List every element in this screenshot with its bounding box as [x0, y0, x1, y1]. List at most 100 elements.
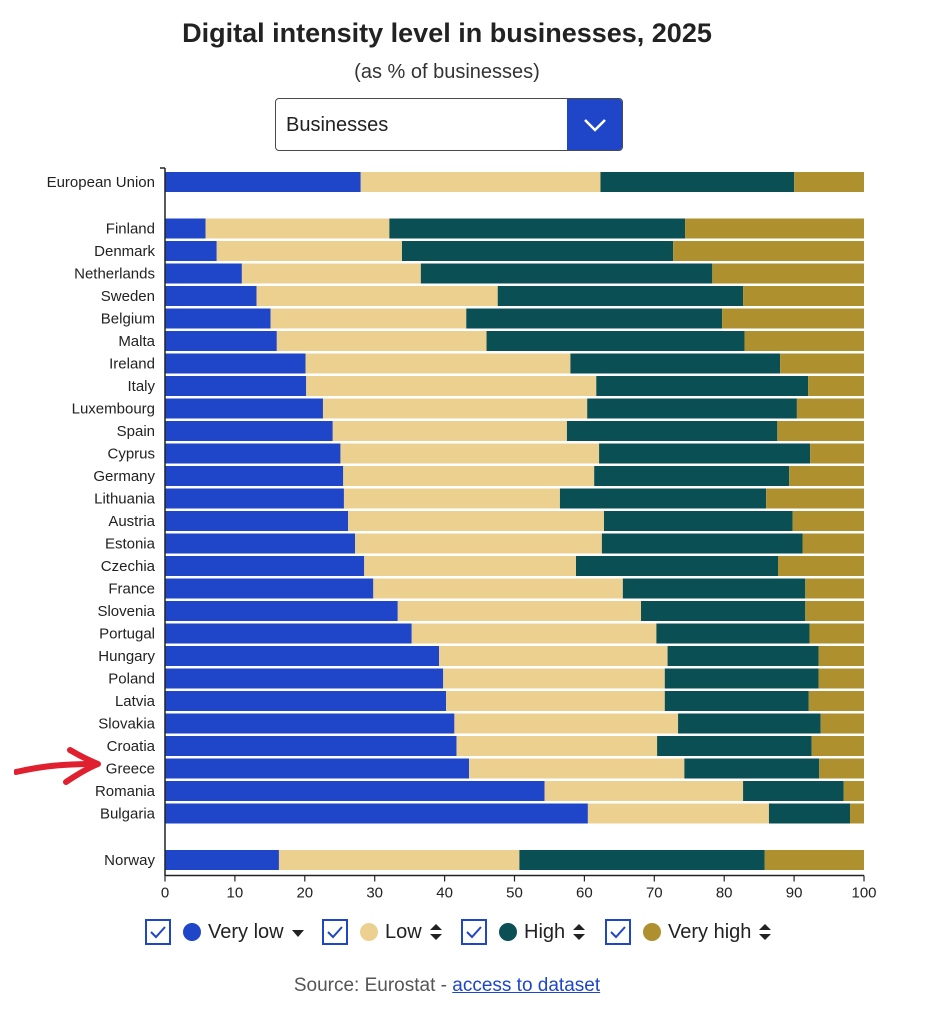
bar-segment-ireland-very-high[interactable]: [780, 353, 864, 374]
bar-segment-ireland-very-low[interactable]: [165, 353, 306, 374]
bar-segment-finland-very-low[interactable]: [165, 218, 206, 239]
bar-segment-slovenia-very-high[interactable]: [805, 601, 864, 621]
bar-segment-norway-low[interactable]: [278, 850, 520, 870]
bar-segment-italy-low[interactable]: [306, 376, 597, 396]
bar-segment-luxembourg-high[interactable]: [587, 398, 797, 419]
bar-segment-bulgaria-high[interactable]: [768, 803, 851, 824]
sort-icon[interactable]: [429, 922, 443, 942]
bar-segment-austria-very-high[interactable]: [792, 511, 864, 531]
bar-segment-poland-high[interactable]: [664, 668, 819, 689]
bar-segment-slovenia-high[interactable]: [641, 601, 806, 621]
bar-segment-austria-very-low[interactable]: [165, 511, 349, 531]
bar-segment-bulgaria-very-high[interactable]: [850, 803, 864, 824]
bar-segment-portugal-very-high[interactable]: [809, 623, 864, 644]
bar-segment-estonia-very-high[interactable]: [802, 533, 864, 554]
legend-checkbox-very-low[interactable]: [145, 919, 171, 945]
bar-segment-germany-very-low[interactable]: [165, 466, 344, 486]
bar-segment-latvia-high[interactable]: [664, 691, 809, 711]
bar-segment-spain-very-high[interactable]: [777, 421, 864, 441]
bar-segment-latvia-very-low[interactable]: [165, 691, 446, 711]
bar-segment-slovakia-very-high[interactable]: [820, 713, 864, 734]
category-dropdown[interactable]: Businesses: [275, 98, 623, 151]
bar-segment-germany-high[interactable]: [594, 466, 790, 486]
bar-segment-greece-very-low[interactable]: [165, 758, 470, 779]
dataset-link[interactable]: access to dataset: [452, 975, 601, 996]
bar-segment-latvia-low[interactable]: [445, 691, 665, 711]
legend-item-very-high[interactable]: Very high: [605, 916, 772, 948]
bar-segment-european-union-high[interactable]: [600, 172, 795, 192]
legend-checkbox-high[interactable]: [461, 919, 487, 945]
legend-item-very-low[interactable]: Very low: [145, 916, 305, 948]
bar-segment-lithuania-low[interactable]: [343, 488, 560, 509]
sort-icon[interactable]: [758, 922, 772, 942]
bar-segment-portugal-high[interactable]: [656, 623, 810, 644]
bar-segment-portugal-low[interactable]: [411, 623, 657, 644]
bar-segment-luxembourg-low[interactable]: [322, 398, 588, 419]
bar-segment-romania-very-high[interactable]: [843, 781, 864, 801]
bar-segment-austria-low[interactable]: [348, 511, 604, 531]
bar-segment-czechia-very-high[interactable]: [778, 556, 864, 576]
legend-checkbox-very-high[interactable]: [605, 919, 631, 945]
legend-checkbox-low[interactable]: [322, 919, 348, 945]
bar-segment-italy-high[interactable]: [596, 376, 809, 396]
bar-segment-malta-very-high[interactable]: [744, 331, 864, 351]
bar-segment-bulgaria-very-low[interactable]: [165, 803, 588, 824]
bar-segment-latvia-very-high[interactable]: [808, 691, 864, 711]
bar-segment-finland-low[interactable]: [205, 218, 390, 239]
bar-segment-cyprus-very-low[interactable]: [165, 443, 341, 464]
bar-segment-ireland-high[interactable]: [570, 353, 781, 374]
bar-segment-croatia-very-low[interactable]: [165, 736, 457, 756]
bar-segment-netherlands-very-low[interactable]: [165, 263, 242, 284]
bar-segment-greece-very-high[interactable]: [819, 758, 864, 779]
bar-segment-cyprus-high[interactable]: [599, 443, 811, 464]
bar-segment-cyprus-very-high[interactable]: [810, 443, 864, 464]
bar-segment-germany-low[interactable]: [343, 466, 595, 486]
bar-segment-slovakia-very-low[interactable]: [165, 713, 455, 734]
bar-segment-hungary-low[interactable]: [439, 646, 668, 666]
bar-segment-hungary-very-high[interactable]: [818, 646, 864, 666]
bar-segment-poland-very-high[interactable]: [818, 668, 864, 689]
bar-segment-netherlands-low[interactable]: [241, 263, 421, 284]
bar-segment-lithuania-very-high[interactable]: [766, 488, 864, 509]
bar-segment-sweden-low[interactable]: [256, 286, 498, 306]
bar-segment-belgium-high[interactable]: [466, 308, 723, 329]
bar-segment-czechia-low[interactable]: [364, 556, 577, 576]
bar-segment-denmark-low[interactable]: [216, 241, 402, 261]
bar-segment-lithuania-high[interactable]: [559, 488, 767, 509]
bar-segment-ireland-low[interactable]: [305, 353, 571, 374]
legend-label-low[interactable]: Low: [385, 920, 422, 943]
bar-segment-cyprus-low[interactable]: [340, 443, 600, 464]
bar-segment-hungary-very-low[interactable]: [165, 646, 440, 666]
bar-segment-belgium-very-high[interactable]: [722, 308, 864, 329]
bar-segment-italy-very-high[interactable]: [808, 376, 864, 396]
bar-segment-finland-high[interactable]: [389, 218, 686, 239]
bar-segment-greece-low[interactable]: [469, 758, 685, 779]
bar-segment-slovenia-low[interactable]: [397, 601, 642, 621]
bar-segment-luxembourg-very-high[interactable]: [796, 398, 864, 419]
bar-segment-finland-very-high[interactable]: [685, 218, 864, 239]
dropdown-toggle-button[interactable]: [567, 99, 622, 150]
bar-segment-norway-very-low[interactable]: [165, 850, 279, 870]
bar-segment-luxembourg-very-low[interactable]: [165, 398, 323, 419]
bar-segment-slovakia-high[interactable]: [678, 713, 821, 734]
bar-segment-france-very-low[interactable]: [165, 578, 374, 599]
bar-segment-denmark-very-low[interactable]: [165, 241, 217, 261]
bar-segment-romania-low[interactable]: [544, 781, 744, 801]
sort-icon[interactable]: [572, 922, 586, 942]
bar-segment-belgium-low[interactable]: [270, 308, 467, 329]
bar-segment-european-union-low[interactable]: [360, 172, 601, 192]
bar-segment-sweden-very-low[interactable]: [165, 286, 257, 306]
bar-segment-germany-very-high[interactable]: [789, 466, 864, 486]
bar-segment-bulgaria-low[interactable]: [587, 803, 769, 824]
bar-segment-slovenia-very-low[interactable]: [165, 601, 398, 621]
bar-segment-france-low[interactable]: [373, 578, 623, 599]
bar-segment-romania-high[interactable]: [743, 781, 844, 801]
bar-segment-slovakia-low[interactable]: [454, 713, 679, 734]
bar-segment-european-union-very-low[interactable]: [165, 172, 361, 192]
bar-segment-estonia-very-low[interactable]: [165, 533, 356, 554]
bar-segment-italy-very-low[interactable]: [165, 376, 307, 396]
bar-segment-sweden-very-high[interactable]: [743, 286, 864, 306]
bar-segment-norway-high[interactable]: [519, 850, 765, 870]
bar-segment-malta-very-low[interactable]: [165, 331, 277, 351]
bar-segment-european-union-very-high[interactable]: [794, 172, 864, 192]
